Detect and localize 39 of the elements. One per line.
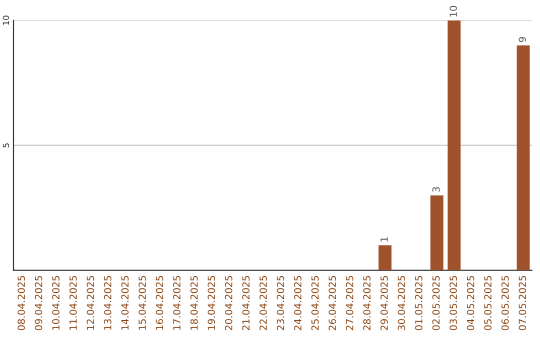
x-tick-label: 18.04.2025 [190, 276, 198, 330]
x-tick-label: 28.04.2025 [363, 276, 371, 330]
x-tick-label: 24.04.2025 [294, 276, 302, 330]
x-tick-label: 02.05.2025 [432, 276, 440, 330]
x-tick-label: 30.04.2025 [398, 276, 406, 330]
x-tick-label: 07.05.2025 [518, 276, 526, 330]
x-tick-label: 05.05.2025 [484, 276, 492, 330]
data-label: 1 [380, 237, 388, 242]
x-tick-label: 10.04.2025 [52, 276, 60, 330]
data-label: 9 [518, 37, 526, 42]
x-tick-label: 01.05.2025 [415, 276, 422, 330]
x-tick-label: 22.04.2025 [260, 276, 267, 330]
bar [430, 195, 444, 270]
x-tick-label: 09.04.2025 [34, 276, 42, 330]
x-tick-label: 14.04.2025 [121, 276, 129, 330]
bar [516, 45, 530, 270]
x-tick-label: 12.04.2025 [86, 276, 94, 330]
data-label: 3 [432, 187, 440, 192]
x-tick-label: 17.04.2025 [173, 276, 180, 330]
x-tick-label: 25.04.2025 [311, 276, 319, 330]
x-tick-label: 16.04.2025 [156, 276, 164, 330]
x-tick-label: 26.04.2025 [328, 276, 336, 330]
bar [448, 20, 461, 270]
x-tick-label: 11.04.2025 [69, 276, 77, 330]
x-tick-label: 29.04.2025 [380, 276, 388, 330]
bar [378, 245, 392, 270]
x-tick-label: 04.05.2025 [466, 276, 474, 330]
x-tick-label: 13.04.2025 [104, 276, 112, 330]
data-label: 10 [450, 6, 457, 17]
x-tick-label: 27.04.2025 [346, 276, 354, 330]
x-tick-label: 23.04.2025 [276, 276, 284, 330]
x-tick-label: 21.04.2025 [242, 276, 250, 330]
x-tick-label: 06.05.2025 [501, 276, 509, 330]
x-tick-label: 15.04.2025 [138, 276, 146, 330]
x-tick-label: 19.04.2025 [208, 276, 216, 330]
x-tick-label: 20.04.2025 [224, 276, 232, 330]
x-tick-label: 03.05.2025 [450, 276, 457, 330]
x-tick-label: 08.04.2025 [18, 276, 25, 330]
y-tick-label: 5 [2, 143, 10, 148]
